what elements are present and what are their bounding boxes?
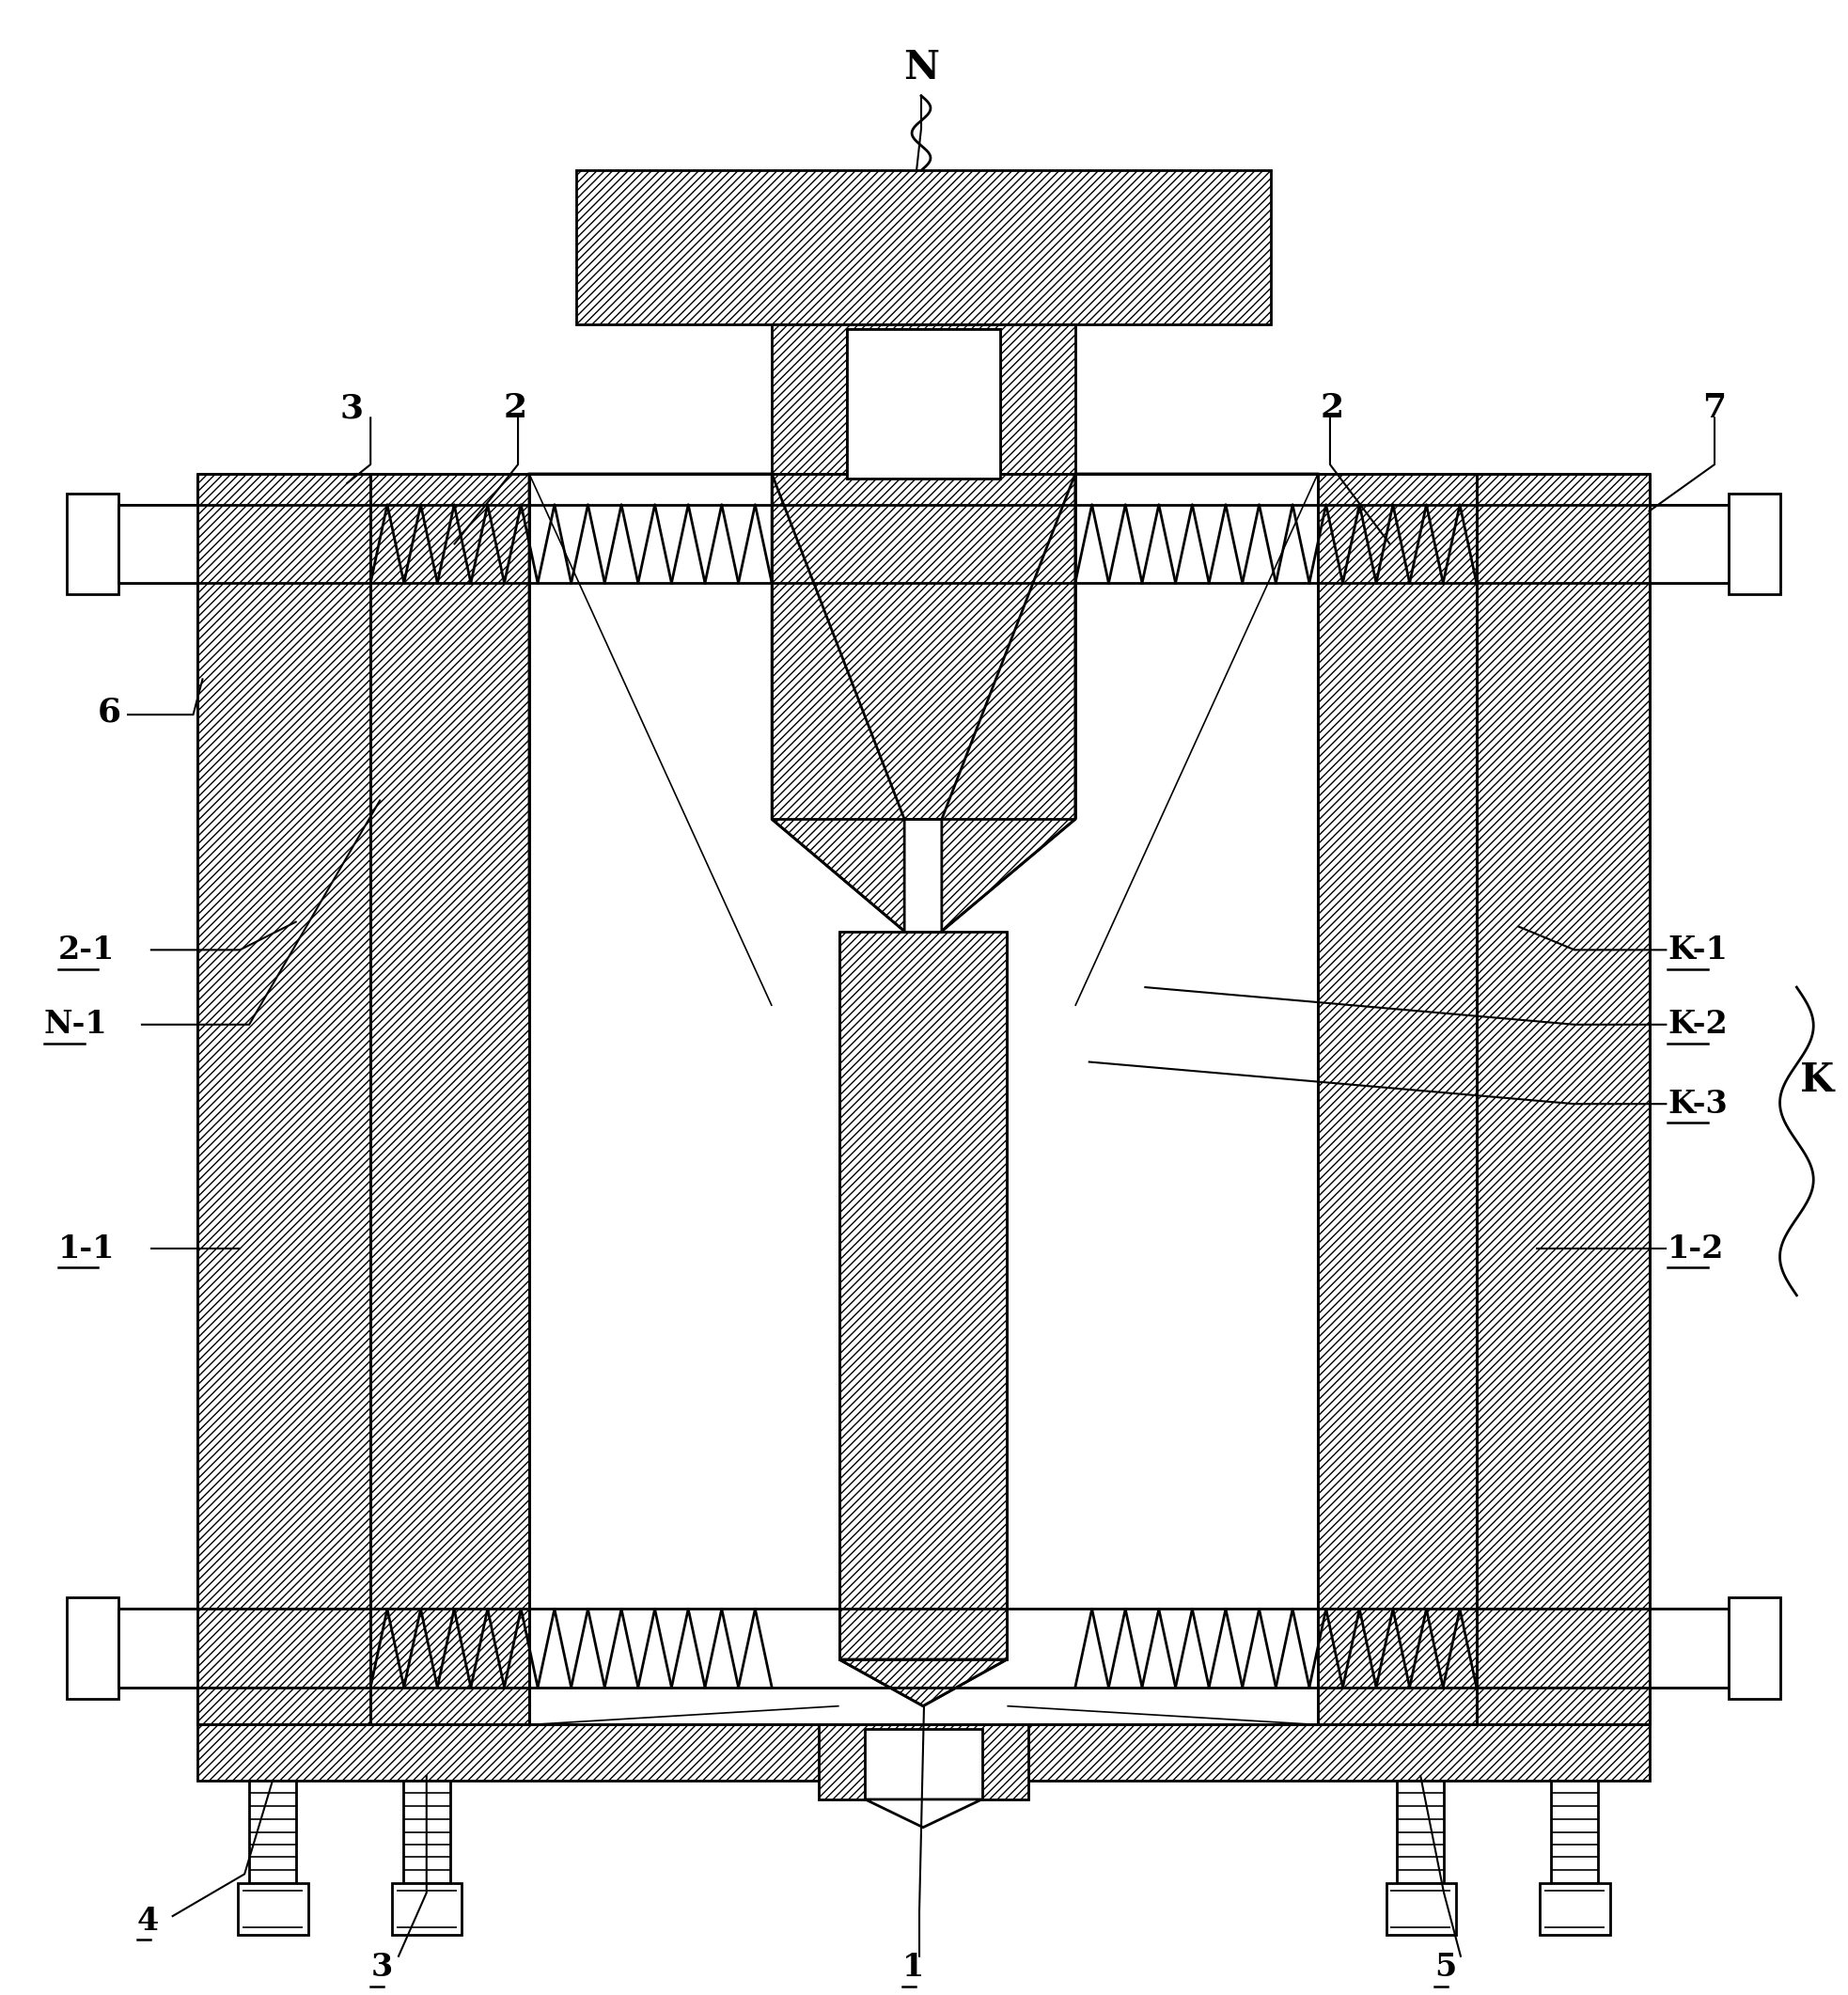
Bar [865,1730,981,1799]
Bar [392,1883,462,1935]
Bar [67,1598,118,1698]
Text: 3: 3 [371,1951,392,1983]
Bar [1076,473,1318,1726]
Bar [118,1608,198,1688]
Text: 6: 6 [98,696,120,728]
Polygon shape [1477,473,1648,1726]
Polygon shape [198,473,371,1726]
Text: 7: 7 [1702,393,1726,425]
Text: K-3: K-3 [1669,1089,1728,1119]
Text: K: K [1800,1061,1835,1101]
Text: 3: 3 [340,393,364,425]
Bar [1728,1598,1780,1698]
Bar [198,1726,1648,1782]
Bar [403,1782,449,1883]
Bar [1397,1782,1443,1883]
Bar [1539,1883,1610,1935]
Bar [1728,493,1780,595]
Bar [846,329,1000,479]
Polygon shape [942,473,1076,932]
Bar [1386,1883,1456,1935]
Text: N: N [904,48,939,88]
Polygon shape [839,1660,1007,1706]
Polygon shape [529,473,772,1005]
Bar [249,1782,296,1883]
Bar [1648,1608,1728,1688]
Text: 2: 2 [1319,393,1343,425]
Polygon shape [1318,473,1477,1726]
Polygon shape [371,473,529,1726]
Bar [529,473,772,1726]
Text: K-2: K-2 [1669,1009,1728,1039]
Text: N-1: N-1 [44,1009,107,1039]
Polygon shape [1076,473,1318,1005]
Bar [118,505,198,583]
Text: 1-2: 1-2 [1669,1233,1724,1265]
Polygon shape [839,932,1007,1660]
Text: K-1: K-1 [1669,934,1728,966]
Bar [846,329,1000,473]
Text: 5: 5 [1434,1951,1456,1983]
Polygon shape [772,473,904,932]
Bar [772,325,1076,473]
Bar [577,170,1271,325]
Bar [1648,505,1728,583]
Text: 1-1: 1-1 [57,1233,115,1265]
Bar [1550,1782,1599,1883]
Text: 1: 1 [902,1951,924,1983]
Bar [529,473,1318,1726]
Bar [238,1883,309,1935]
Text: 2: 2 [503,393,527,425]
Bar [67,493,118,595]
Text: 2-1: 2-1 [57,934,115,966]
Bar [772,473,1076,820]
Text: 4: 4 [137,1905,159,1937]
Bar [819,1726,1029,1799]
Polygon shape [865,1799,981,1827]
